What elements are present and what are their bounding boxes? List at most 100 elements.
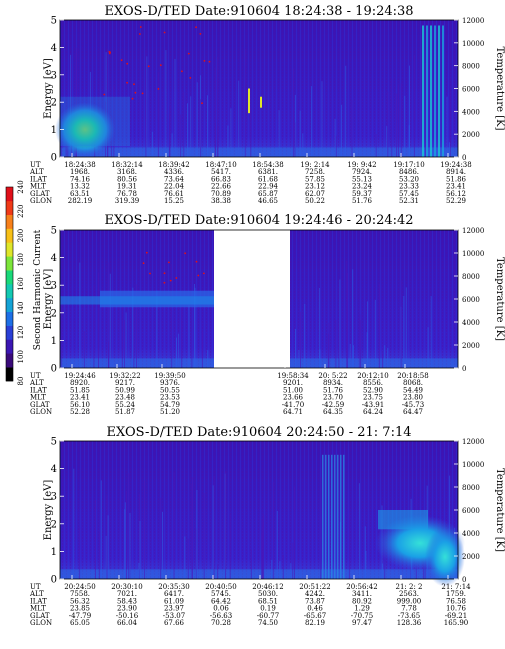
y-tick-label: 5 (51, 437, 57, 448)
heatmap-point (149, 272, 151, 275)
heatmap-low-energy-band (60, 147, 458, 157)
heatmap-streak (378, 283, 380, 368)
table-cell: 21: 2: 2 (396, 583, 423, 591)
heatmap-streak (295, 328, 296, 368)
table-row-label: MLT (30, 394, 46, 402)
table-row-label: GLON (30, 408, 52, 416)
colorbar-swatch (6, 325, 13, 340)
table-cell: 64.71 (283, 408, 303, 416)
table-row-label: GLON (30, 197, 52, 205)
table-cell: 53.20 (399, 175, 419, 183)
heatmap-streak (95, 500, 96, 579)
table-cell: 1968. (70, 168, 90, 176)
heatmap-streak (338, 323, 340, 368)
heatmap-streak (124, 509, 126, 579)
heatmap-streak (73, 468, 75, 579)
heatmap-streak (382, 563, 383, 579)
colorbar-tick-label: 180 (17, 253, 25, 266)
heatmap-streak (178, 333, 180, 368)
y-right-tick-label: 2000 (462, 342, 480, 350)
heatmap-point (139, 26, 142, 28)
heatmap-point (133, 83, 135, 86)
heatmap-streak (105, 52, 107, 157)
colorbar-tick-label: 160 (17, 277, 25, 290)
heatmap-streak (60, 296, 62, 368)
table-cell: 2563. (399, 590, 419, 598)
table-cell: 23.24 (352, 183, 373, 191)
heatmap-point (134, 91, 137, 94)
heatmap-streak (400, 83, 402, 157)
colorbar-tick-label: 100 (17, 350, 25, 363)
heatmap-streak (125, 490, 127, 579)
table-cell: 18:32:14 (111, 161, 143, 169)
heatmap-streak (427, 327, 429, 368)
colorbar-frame (5, 186, 14, 382)
heatmap-streak (334, 118, 336, 157)
heatmap-streak (442, 25, 444, 158)
heatmap-streak (404, 95, 406, 157)
table-cell: 23.48 (115, 394, 135, 402)
heatmap-streak (128, 473, 130, 579)
heatmap-streak (201, 330, 203, 368)
heatmap-spike (260, 96, 262, 108)
table-cell: 51.86 (446, 175, 467, 183)
table-row-label: UT (30, 161, 41, 169)
heatmap-streak (214, 67, 216, 157)
colorbar-swatch (6, 270, 13, 285)
heatmap-point (169, 279, 172, 282)
table-cell: 64.24 (363, 408, 384, 416)
heatmap-streak (449, 90, 451, 157)
heatmap-point (139, 33, 141, 35)
table-cell: 18:54:38 (252, 161, 283, 169)
table-cell: 7258. (305, 168, 325, 176)
heatmap-streak (173, 472, 175, 579)
table-cell: 59.37 (352, 190, 372, 198)
table-cell: 20: 5:22 (318, 372, 347, 380)
heatmap-streak (327, 333, 329, 368)
heatmap-point (175, 277, 178, 279)
heatmap-streak (387, 347, 389, 368)
table-cell: 74.50 (258, 619, 278, 627)
y-tick-label: 2 (51, 98, 57, 109)
heatmap-streak (319, 349, 321, 368)
heatmap-streak (397, 84, 399, 157)
heatmap-streak (434, 25, 436, 158)
y-right-tick-label: 2000 (462, 131, 480, 139)
heatmap-streak (276, 511, 278, 579)
table-row-label: ILAT (30, 597, 47, 605)
heatmap-point (142, 262, 145, 265)
heatmap-streak (351, 99, 353, 157)
table-cell: 46.65 (258, 197, 278, 205)
table-cell: 73.87 (305, 597, 325, 605)
y-axis-label: Energy [eV] (43, 269, 54, 330)
colorbar-tick-label: 240 (17, 180, 25, 193)
heatmap-streak (384, 345, 386, 368)
heatmap-streak (165, 50, 167, 157)
heatmap-streak (322, 454, 324, 579)
heatmap-enhancement (55, 102, 115, 157)
heatmap-streak (349, 343, 351, 368)
y-right-tick-label: 12000 (462, 227, 484, 235)
table-cell: 9376. (160, 379, 180, 387)
heatmap-streak (292, 68, 294, 157)
table-cell: -60.77 (257, 612, 279, 620)
heatmap-streak (124, 320, 125, 368)
y-tick-label: 1 (51, 125, 57, 136)
table-cell: 0.19 (260, 605, 276, 613)
table-cell: 15.25 (164, 197, 184, 205)
table-cell: 38.38 (211, 197, 231, 205)
table-cell: 282.19 (68, 197, 93, 205)
y-right-tick-label: 0 (462, 576, 466, 584)
heatmap-streak (271, 559, 273, 579)
table-cell: 51.85 (70, 386, 90, 394)
y-right-tick-label: 6000 (462, 296, 480, 304)
table-row-label: ILAT (30, 386, 47, 394)
heatmap-point (163, 281, 166, 284)
heatmap-streak (217, 564, 219, 579)
heatmap-streak (325, 454, 327, 579)
table-cell: 19:24:38 (440, 161, 471, 169)
table-cell: 50.22 (305, 197, 325, 205)
colorbar-tick-label: 200 (17, 229, 25, 242)
heatmap-streak (391, 78, 393, 157)
heatmap-point (120, 59, 123, 62)
